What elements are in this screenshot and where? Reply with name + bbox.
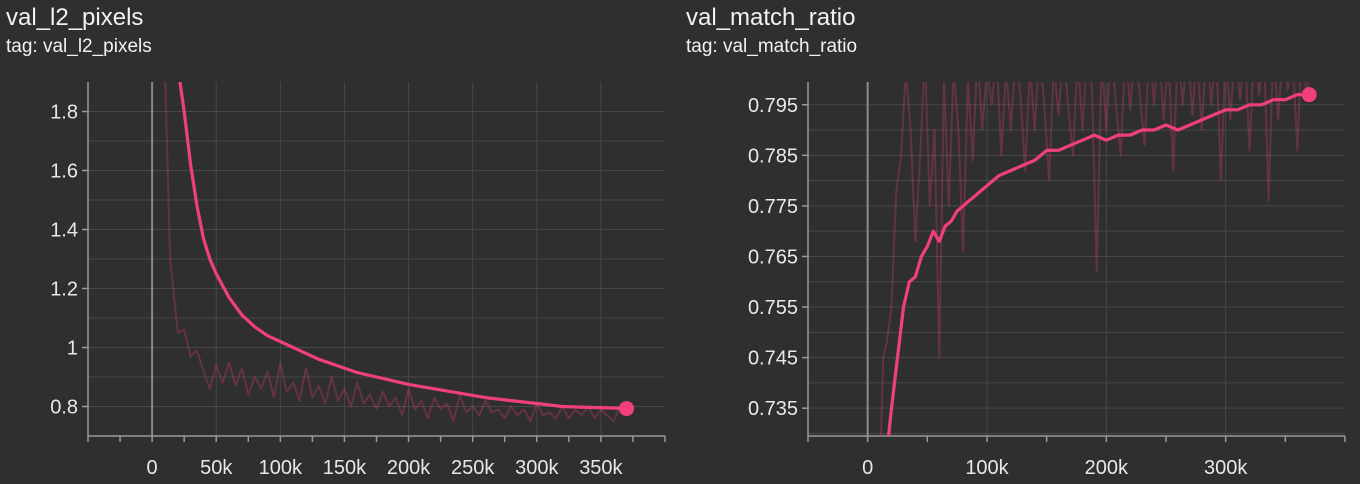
chart-title: val_l2_pixels: [6, 4, 144, 31]
x-tick-label: 0: [862, 457, 873, 479]
chart-svg-l2-pixels: 0.8 1 1.2 1.4 1.6 1.8 0 50k 100k 150k 200k 250k 300k…: [50, 82, 666, 479]
x-tick-label: 150k: [323, 457, 367, 479]
x-tick-label: 300k: [1204, 457, 1248, 479]
series-smoothed-line: [886, 92, 1310, 436]
chart-panel-match-ratio: 0.735 0.745 0.755 0.765 0.775 0.785 0.795 0 100k…: [680, 0, 1360, 484]
series-smoothed-line: [178, 82, 627, 411]
y-tick-label: 0.745: [748, 348, 798, 370]
y-tick-label: 1.4: [50, 220, 78, 242]
y-tick-label: 1: [67, 338, 78, 360]
chart-subtitle: tag: val_l2_pixels: [6, 36, 152, 57]
x-tick-label: 200k: [387, 457, 431, 479]
grid: [808, 82, 1345, 436]
x-tick-label: 300k: [515, 457, 559, 479]
y-tick-label: 0.8: [50, 397, 78, 419]
series-end-marker: [619, 401, 635, 417]
x-tick-label: 200k: [1085, 457, 1129, 479]
x-tick-label: 50k: [200, 457, 233, 479]
y-tick-label: 1.6: [50, 161, 78, 183]
chart-title: val_match_ratio: [686, 4, 856, 31]
chart-svg-match-ratio: 0.735 0.745 0.755 0.765 0.775 0.785 0.795 0 100k…: [748, 82, 1346, 479]
grid: [88, 82, 665, 437]
y-tick-label: 0.775: [748, 196, 798, 218]
series-end-marker: [1301, 87, 1317, 103]
y-tick-label: 0.795: [748, 95, 798, 117]
x-tick-label: 100k: [965, 457, 1009, 479]
x-tick-label: 250k: [451, 457, 495, 479]
x-tick-label: 100k: [259, 457, 303, 479]
y-tick-label: 0.785: [748, 145, 798, 167]
x-tick-label: 350k: [579, 457, 623, 479]
chart-panel-l2-pixels: 0.8 1 1.2 1.4 1.6 1.8 0 50k 100k 150k 200k 250k 300k…: [6, 4, 666, 479]
chart-subtitle: tag: val_match_ratio: [686, 36, 858, 57]
y-tick-label: 1.8: [50, 102, 78, 124]
y-tick-label: 1.2: [50, 279, 78, 301]
series-raw-line: [879, 82, 1310, 436]
x-tick-label: 0: [147, 457, 158, 479]
y-tick-label: 0.735: [748, 398, 798, 420]
y-tick-label: 0.765: [748, 246, 798, 268]
y-tick-label: 0.755: [748, 297, 798, 319]
series-raw-line: [164, 82, 628, 423]
